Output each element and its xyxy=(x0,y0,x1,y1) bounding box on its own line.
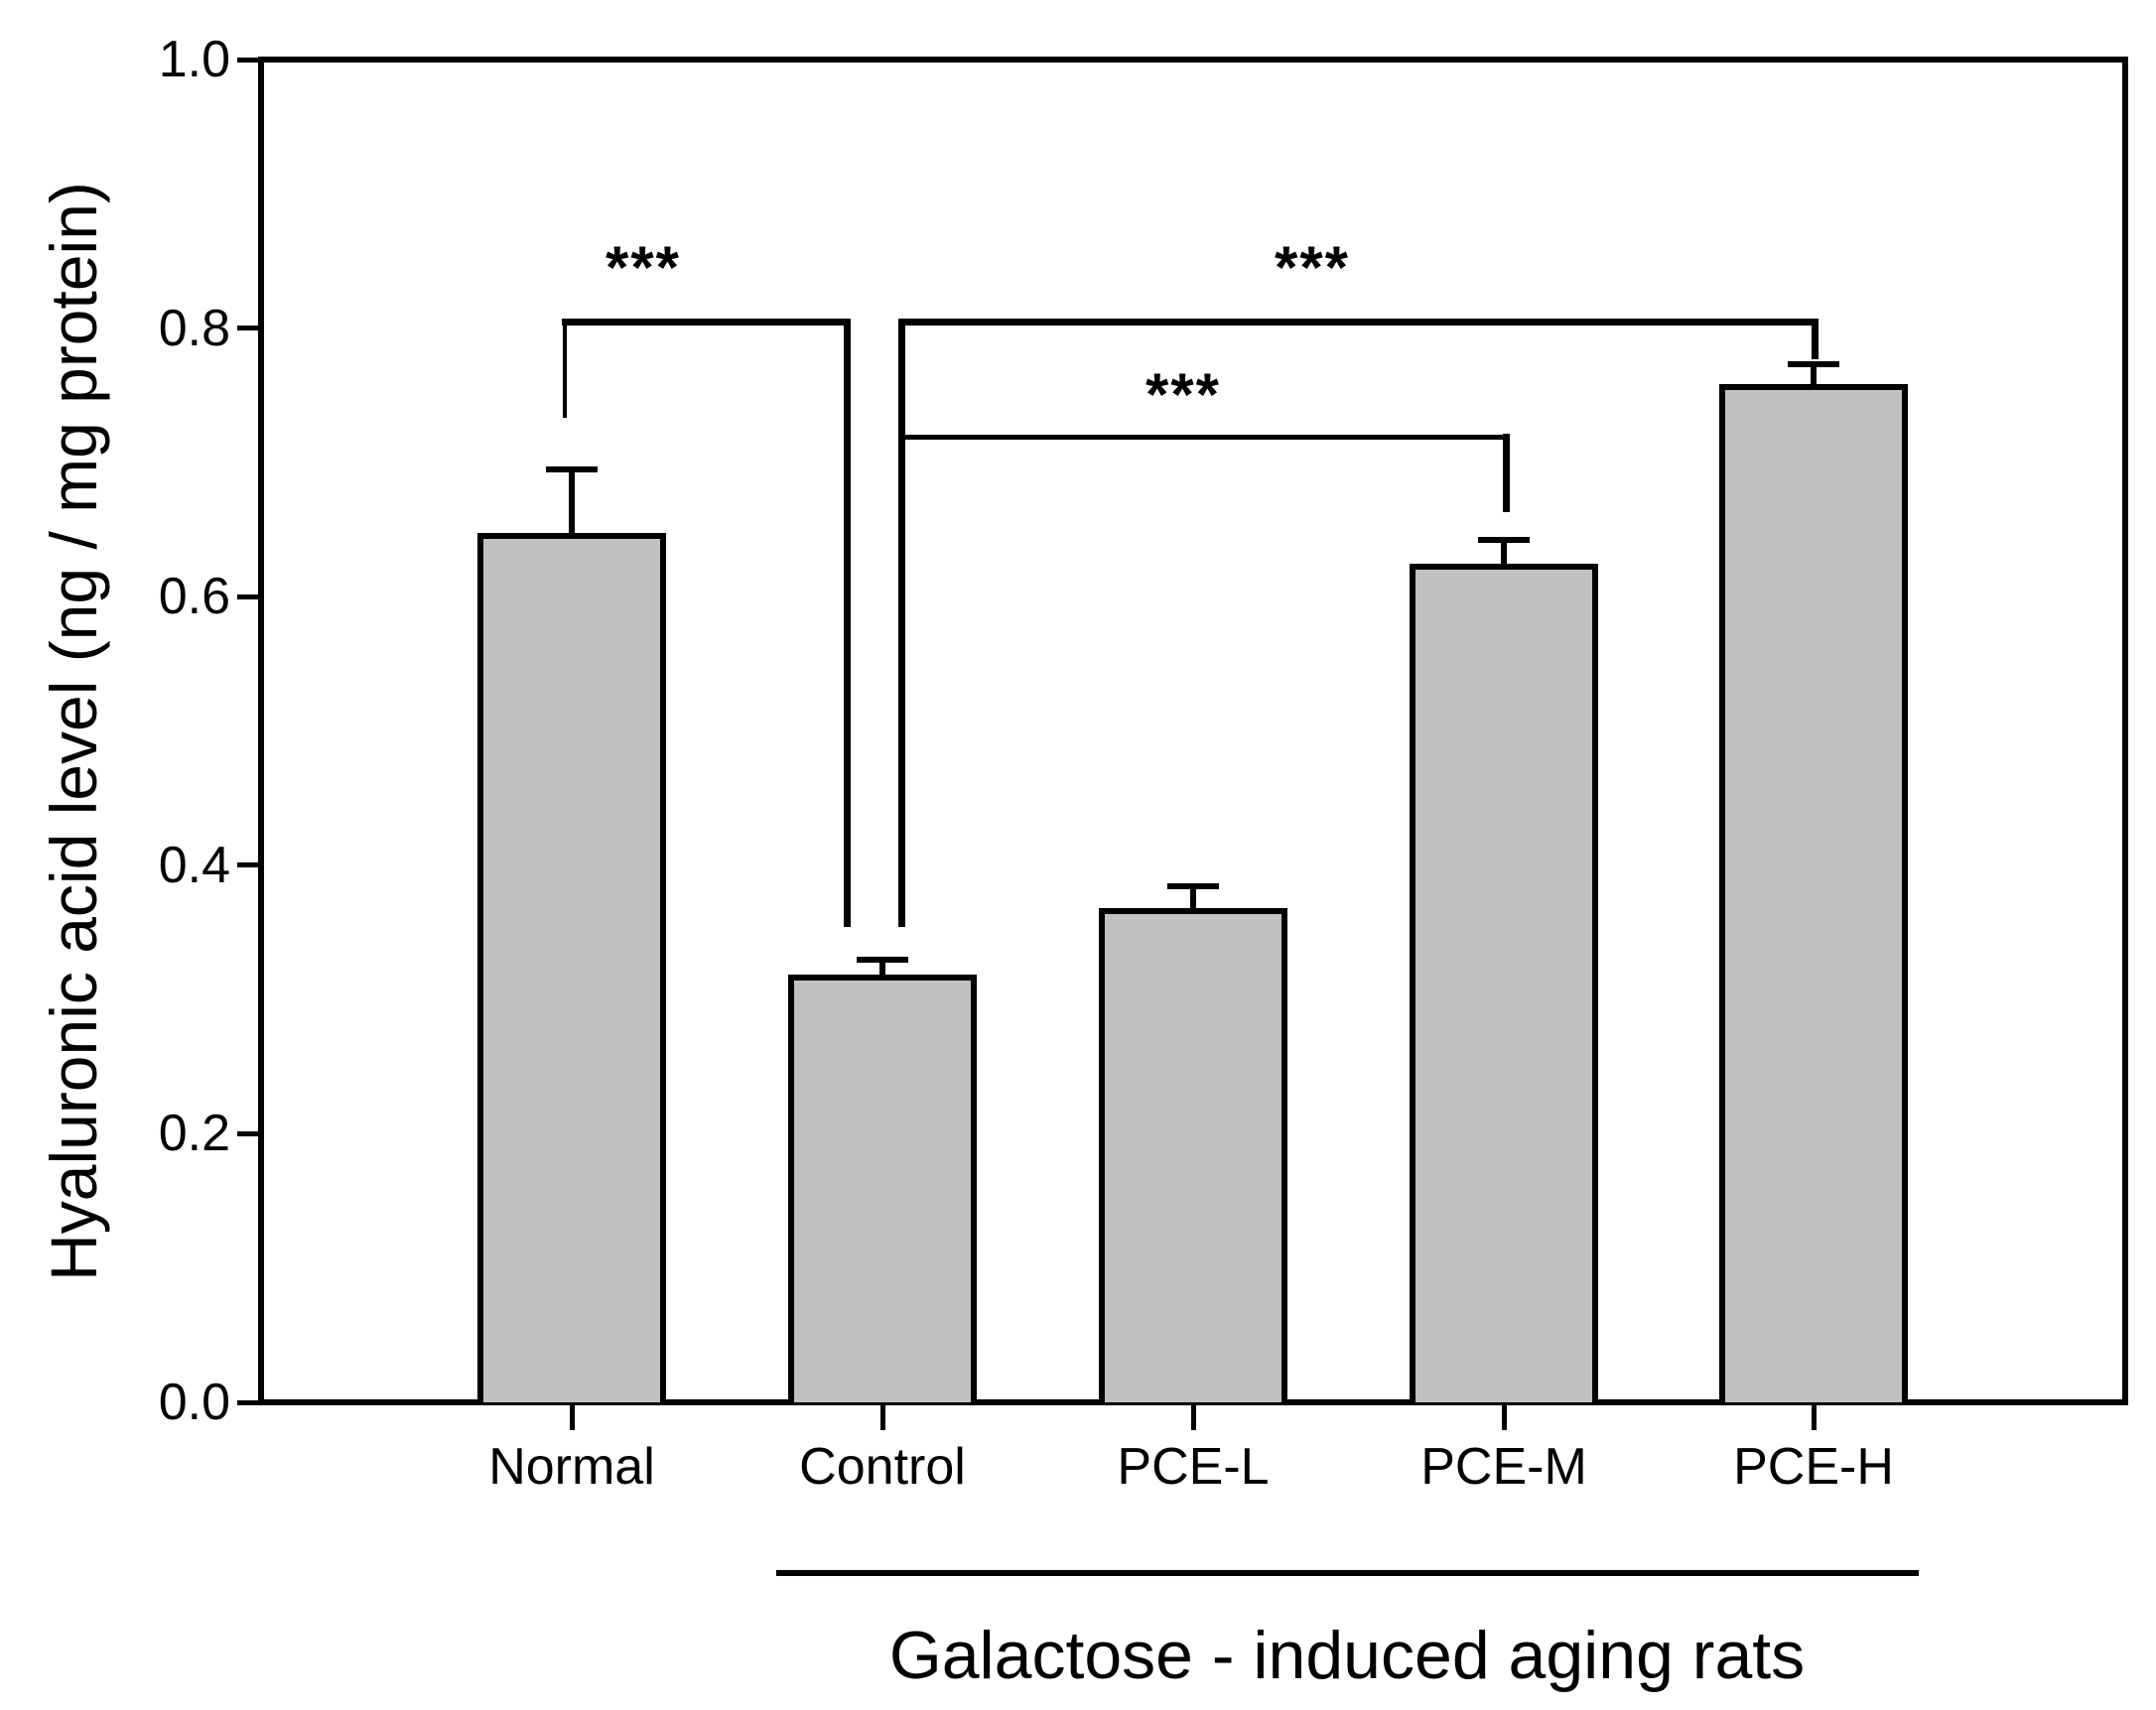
error-bar-cap xyxy=(857,956,908,963)
y-tick-label: 0.4 xyxy=(158,836,230,894)
significance-bracket-line xyxy=(563,320,567,418)
x-tick-label-normal: Normal xyxy=(488,1438,655,1496)
significance-bracket-line xyxy=(898,434,1509,440)
y-axis-tick xyxy=(236,1399,264,1405)
error-bar-stem xyxy=(569,465,575,540)
y-axis-tick xyxy=(236,1130,264,1136)
error-bar-cap xyxy=(1788,361,1839,368)
y-tick-label: 0.0 xyxy=(158,1374,230,1431)
significance-bracket-line xyxy=(1502,433,1510,512)
y-tick-label: 1.0 xyxy=(158,31,230,88)
significance-bracket-line xyxy=(1811,318,1819,359)
error-bar-cap xyxy=(1478,537,1530,544)
error-bar-stem xyxy=(879,956,885,982)
bar-pce-m xyxy=(1410,564,1598,1402)
significance-bracket-line xyxy=(561,318,851,326)
y-axis-tick xyxy=(236,57,264,63)
significance-bracket-line xyxy=(843,318,851,927)
x-tick-label-pce-m: PCE-M xyxy=(1420,1438,1587,1496)
x-tick-label-control: Control xyxy=(799,1438,966,1496)
y-tick-label: 0.2 xyxy=(158,1105,230,1163)
bar-normal xyxy=(477,533,666,1402)
error-bar-stem xyxy=(1811,361,1817,391)
x-axis-tick xyxy=(1501,1402,1507,1430)
x-tick-label-pce-h: PCE-H xyxy=(1733,1438,1894,1496)
x-axis-tick xyxy=(879,1402,885,1430)
significance-stars: *** xyxy=(605,234,682,301)
y-tick-label: 0.8 xyxy=(158,299,230,357)
bar-pce-h xyxy=(1719,384,1908,1402)
y-tick-label: 0.6 xyxy=(158,568,230,626)
bar-control xyxy=(788,975,977,1402)
x-tick-label-pce-l: PCE-L xyxy=(1117,1438,1270,1496)
group-annotation-label: Galactose - induced aging rats xyxy=(888,1618,1806,1693)
bar-pce-l xyxy=(1099,907,1287,1402)
significance-stars: *** xyxy=(1274,234,1351,301)
significance-bracket-line xyxy=(897,318,1819,326)
plot-frame xyxy=(258,57,2128,1405)
group-annotation-line xyxy=(776,1570,1919,1576)
y-axis-tick xyxy=(236,326,264,331)
significance-stars: *** xyxy=(1145,361,1222,428)
significance-bracket-line xyxy=(897,318,905,927)
y-axis-tick xyxy=(236,593,264,599)
x-axis-tick xyxy=(1811,1402,1817,1430)
x-axis-tick xyxy=(1190,1402,1196,1430)
error-bar-stem xyxy=(1190,883,1196,914)
error-bar-cap xyxy=(1167,883,1219,890)
error-bar-stem xyxy=(1501,537,1507,571)
y-axis-tick xyxy=(236,862,264,868)
error-bar-cap xyxy=(546,465,598,472)
x-axis-tick xyxy=(569,1402,575,1430)
